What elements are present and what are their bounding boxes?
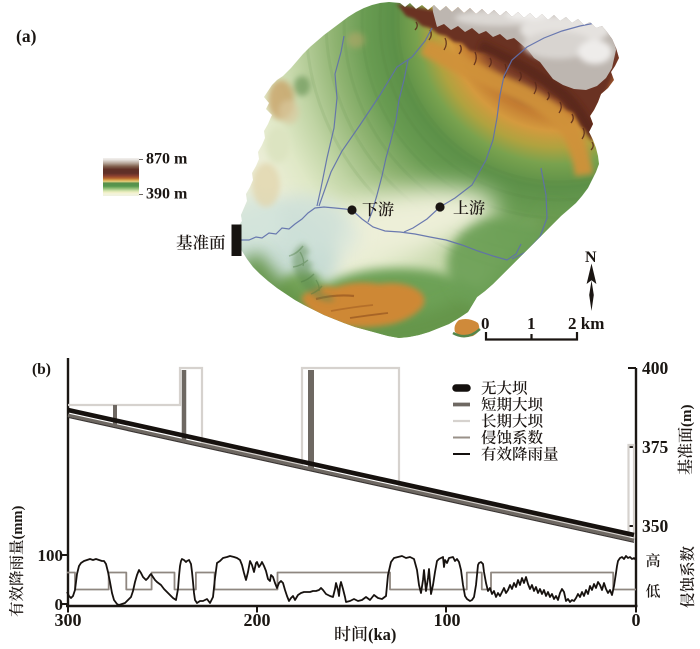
svg-text:0: 0 bbox=[632, 610, 641, 630]
svg-text:300: 300 bbox=[55, 610, 82, 630]
svg-text:(m): (m) bbox=[679, 405, 695, 428]
svg-text:400: 400 bbox=[642, 358, 669, 378]
svg-text:0: 0 bbox=[481, 314, 490, 333]
svg-text:(a): (a) bbox=[16, 26, 37, 46]
svg-text:350: 350 bbox=[642, 516, 669, 536]
svg-text:(ka): (ka) bbox=[368, 625, 396, 644]
svg-text:0: 0 bbox=[55, 595, 64, 614]
svg-text:N: N bbox=[585, 249, 597, 266]
svg-text:2 km: 2 km bbox=[568, 314, 604, 333]
svg-text:(b): (b) bbox=[32, 361, 51, 378]
svg-text:390 m: 390 m bbox=[146, 186, 188, 203]
svg-text:870 m: 870 m bbox=[146, 151, 188, 168]
svg-text:100: 100 bbox=[38, 546, 64, 565]
svg-text:(mm): (mm) bbox=[10, 506, 26, 540]
svg-text:100: 100 bbox=[434, 610, 461, 630]
svg-text:200: 200 bbox=[244, 610, 271, 630]
svg-text:375: 375 bbox=[642, 437, 669, 457]
svg-text:1: 1 bbox=[527, 314, 536, 333]
